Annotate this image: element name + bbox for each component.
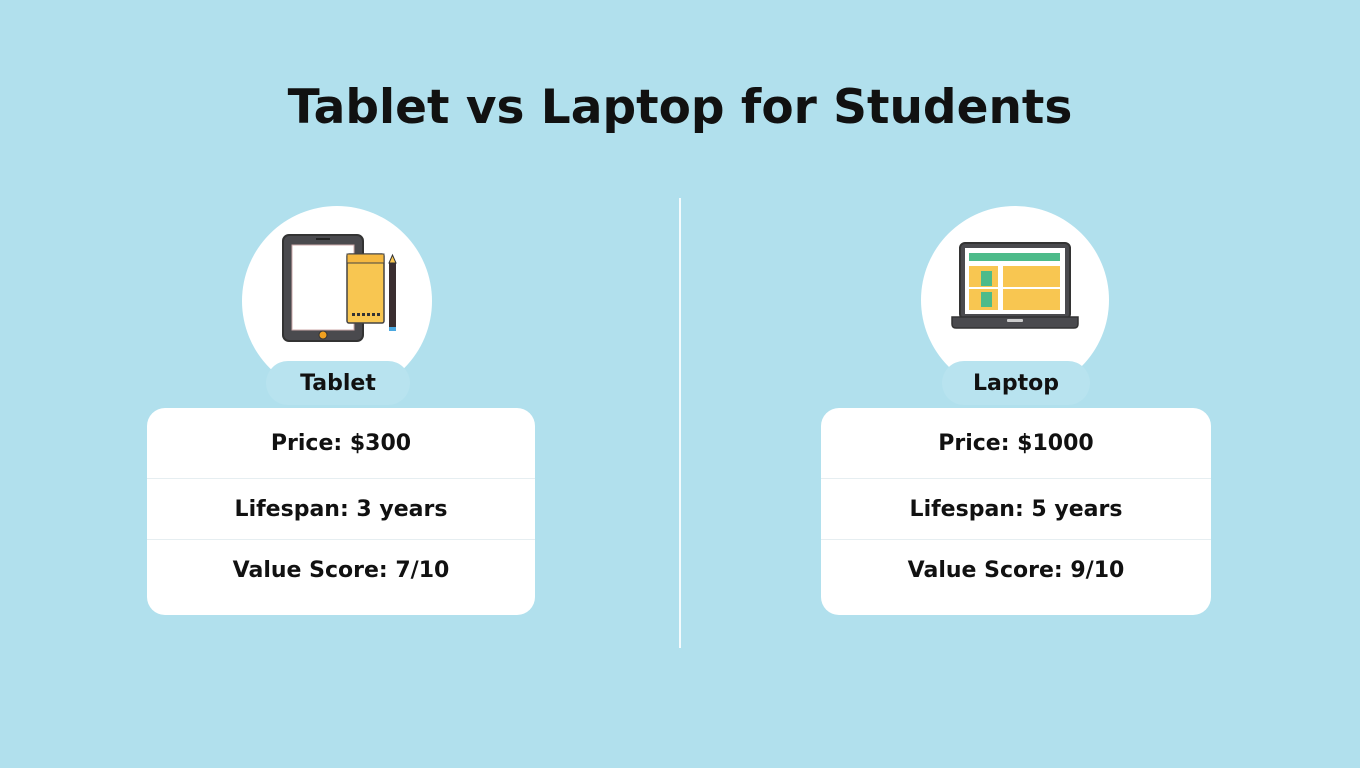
tablet-details-card: Price: $300 Lifespan: 3 years Value Scor… xyxy=(147,408,535,615)
tablet-icon xyxy=(282,234,397,342)
center-divider xyxy=(679,198,681,648)
laptop-icon xyxy=(951,242,1079,329)
tablet-value-score: Value Score: 7/10 xyxy=(232,557,450,583)
laptop-value-score: Value Score: 9/10 xyxy=(907,557,1125,583)
tablet-label: Tablet xyxy=(266,361,410,405)
tablet-lifespan: Lifespan: 3 years xyxy=(147,479,535,540)
laptop-label: Laptop xyxy=(942,361,1090,405)
tablet-price: Price: $300 xyxy=(147,408,535,479)
laptop-lifespan: Lifespan: 5 years xyxy=(821,479,1211,540)
page-title: Tablet vs Laptop for Students xyxy=(287,80,1073,135)
laptop-details-card: Price: $1000 Lifespan: 5 years Value Sco… xyxy=(821,408,1211,615)
laptop-price: Price: $1000 xyxy=(821,408,1211,479)
